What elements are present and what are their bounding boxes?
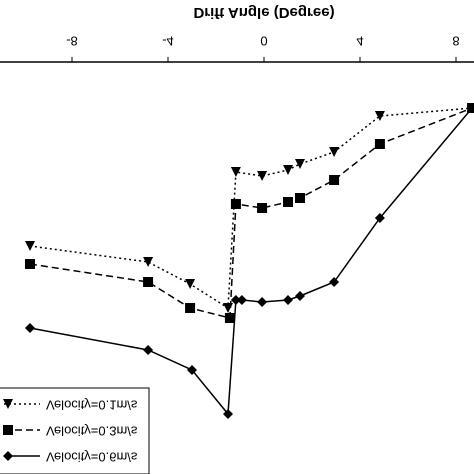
marker (374, 111, 385, 121)
series-line (29, 107, 473, 416)
marker (143, 257, 154, 267)
marker (467, 103, 474, 113)
legend-marker (3, 399, 13, 409)
marker (25, 323, 35, 333)
marker (283, 165, 293, 175)
x-tick-label: -8 (66, 34, 78, 49)
marker (25, 241, 35, 251)
marker (295, 291, 305, 301)
legend-label: Velocity=0.1m/s (46, 398, 138, 413)
legend-marker (3, 451, 13, 461)
marker (257, 171, 268, 181)
legend-marker (3, 425, 13, 435)
marker (223, 409, 233, 419)
marker (187, 365, 197, 375)
marker (230, 295, 241, 305)
series-line (29, 107, 473, 310)
marker (25, 259, 35, 269)
legend: Velocity=0.1m/s Velocity=0.3m/s Velocity=0… (0, 387, 150, 474)
x-axis-title: Drift Angle (Degree) (193, 4, 334, 21)
legend-label: Velocity=0.3m/s (46, 424, 138, 439)
marker (329, 175, 340, 185)
marker (230, 167, 241, 177)
marker (230, 199, 241, 209)
marker (374, 139, 385, 149)
marker (223, 303, 233, 313)
marker (283, 197, 293, 207)
marker (143, 345, 154, 355)
series-line (29, 107, 473, 319)
marker (295, 193, 305, 203)
marker (329, 147, 340, 157)
marker (374, 213, 385, 223)
marker (329, 277, 340, 287)
marker (283, 295, 293, 305)
marker (236, 295, 247, 305)
marker (143, 277, 154, 287)
marker (185, 303, 196, 313)
legend-box (0, 387, 150, 474)
marker (257, 297, 268, 307)
x-tick-label: 8 (452, 34, 459, 49)
legend-label: Velocity=0.6m/s (46, 450, 138, 465)
marker (257, 203, 268, 213)
x-tick-label: 4 (356, 34, 363, 49)
marker (295, 159, 305, 169)
marker (185, 279, 196, 289)
marker (224, 313, 235, 323)
x-tick-label: -4 (162, 34, 174, 49)
x-tick-label: 0 (260, 34, 267, 49)
